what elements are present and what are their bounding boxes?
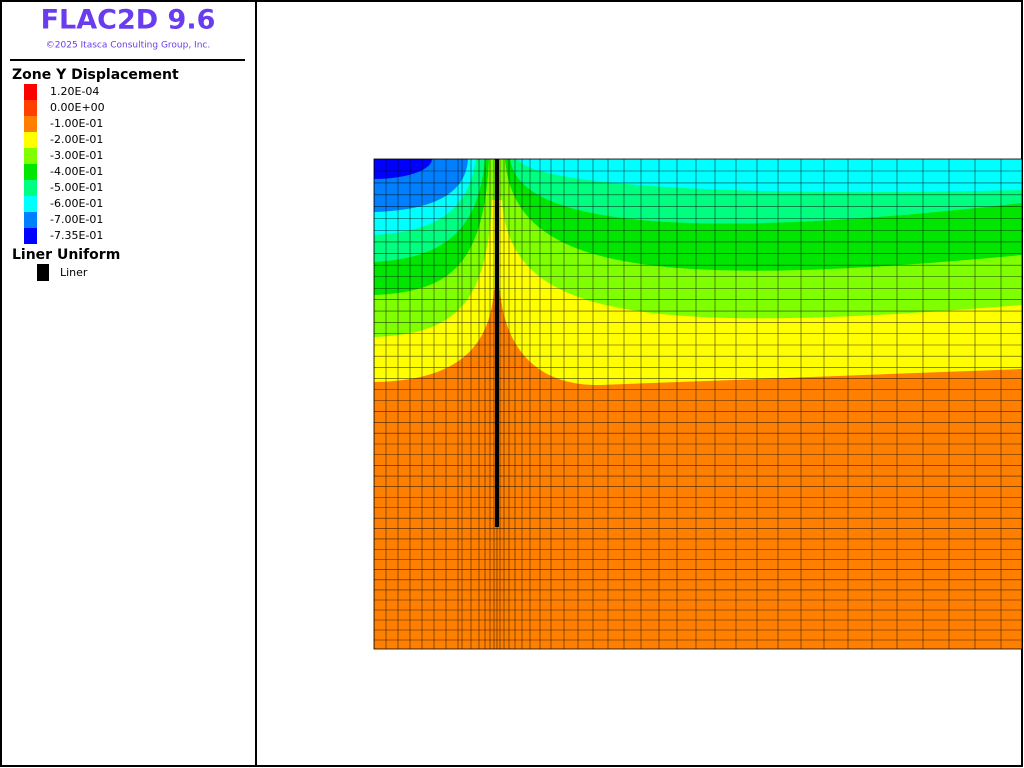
legend-label: 0.00E+00 bbox=[50, 101, 105, 114]
liner-label: Liner bbox=[60, 266, 88, 279]
copyright: ©2025 Itasca Consulting Group, Inc. bbox=[46, 41, 210, 51]
legend-swatch bbox=[24, 212, 37, 228]
legend-label: -5.00E-01 bbox=[50, 181, 103, 194]
band bbox=[374, 159, 432, 179]
legend-label: -7.00E-01 bbox=[50, 213, 103, 226]
legend-swatch bbox=[24, 148, 37, 164]
contour-plot bbox=[373, 158, 1023, 650]
legend-swatch bbox=[24, 132, 37, 148]
legend-label: -6.00E-01 bbox=[50, 197, 103, 210]
legend-swatch bbox=[24, 84, 37, 100]
legend-label: -2.00E-01 bbox=[50, 133, 103, 146]
legend-swatch bbox=[24, 116, 37, 132]
liner-legend-title: Liner Uniform bbox=[12, 247, 120, 263]
legend-items: 1.20E-04 0.00E+00 -1.00E-01 -2.00E-01 -3.00E… bbox=[24, 84, 105, 244]
liner-swatch bbox=[37, 264, 49, 281]
legend-label: 1.20E-04 bbox=[50, 85, 99, 98]
legend-swatch bbox=[24, 180, 37, 196]
legend-swatch bbox=[24, 228, 37, 244]
mesh bbox=[374, 159, 1022, 649]
app-title: FLAC2D 9.6 bbox=[41, 5, 216, 36]
legend-label: -4.00E-01 bbox=[50, 165, 103, 178]
legend-label: -1.00E-01 bbox=[50, 117, 103, 130]
mesh-border bbox=[373, 158, 1023, 650]
legend-label: -3.00E-01 bbox=[50, 149, 103, 162]
legend-title: Zone Y Displacement bbox=[12, 67, 179, 83]
legend-swatch bbox=[24, 100, 37, 116]
legend-label: -7.35E-01 bbox=[50, 229, 103, 242]
legend-swatch bbox=[24, 196, 37, 212]
legend-swatch bbox=[24, 164, 37, 180]
